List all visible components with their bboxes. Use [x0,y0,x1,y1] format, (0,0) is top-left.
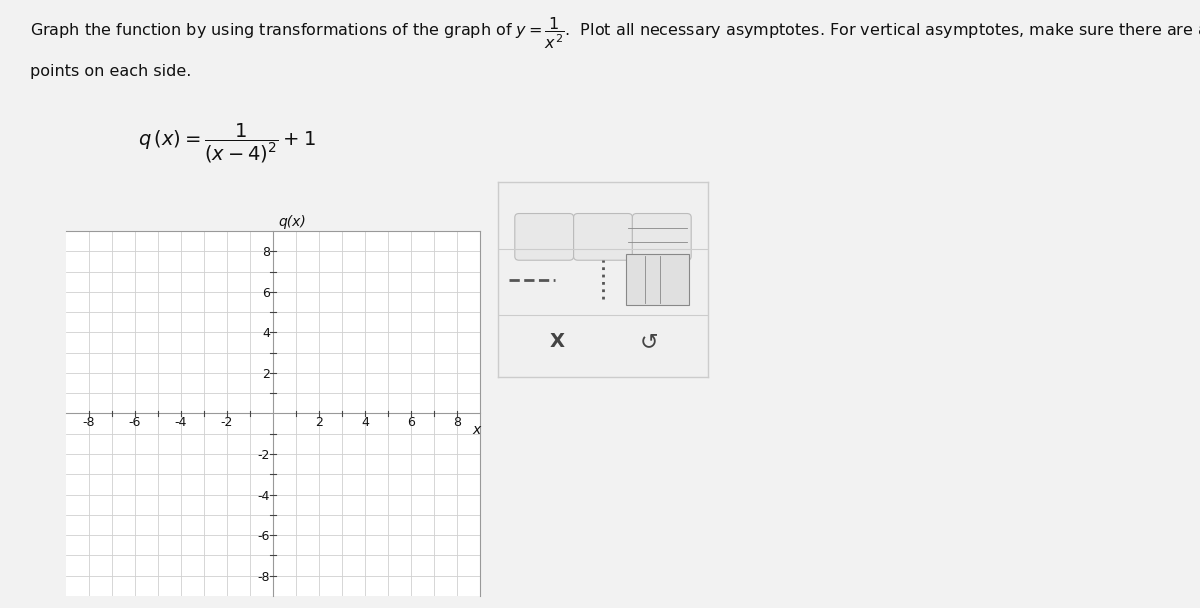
FancyBboxPatch shape [515,213,574,260]
FancyBboxPatch shape [574,213,632,260]
FancyBboxPatch shape [632,213,691,260]
Text: X: X [550,333,564,351]
Text: $q\,(x) = \dfrac{1}{(x-4)^2} + 1$: $q\,(x) = \dfrac{1}{(x-4)^2} + 1$ [138,122,316,165]
Text: x: x [473,423,481,437]
Text: Graph the function by using transformations of the graph of $y=\dfrac{1}{x^2}$. : Graph the function by using transformati… [30,15,1200,51]
FancyBboxPatch shape [626,254,689,305]
Text: q(x): q(x) [278,215,306,229]
Text: points on each side.: points on each side. [30,64,191,79]
Text: ↺: ↺ [640,332,659,352]
